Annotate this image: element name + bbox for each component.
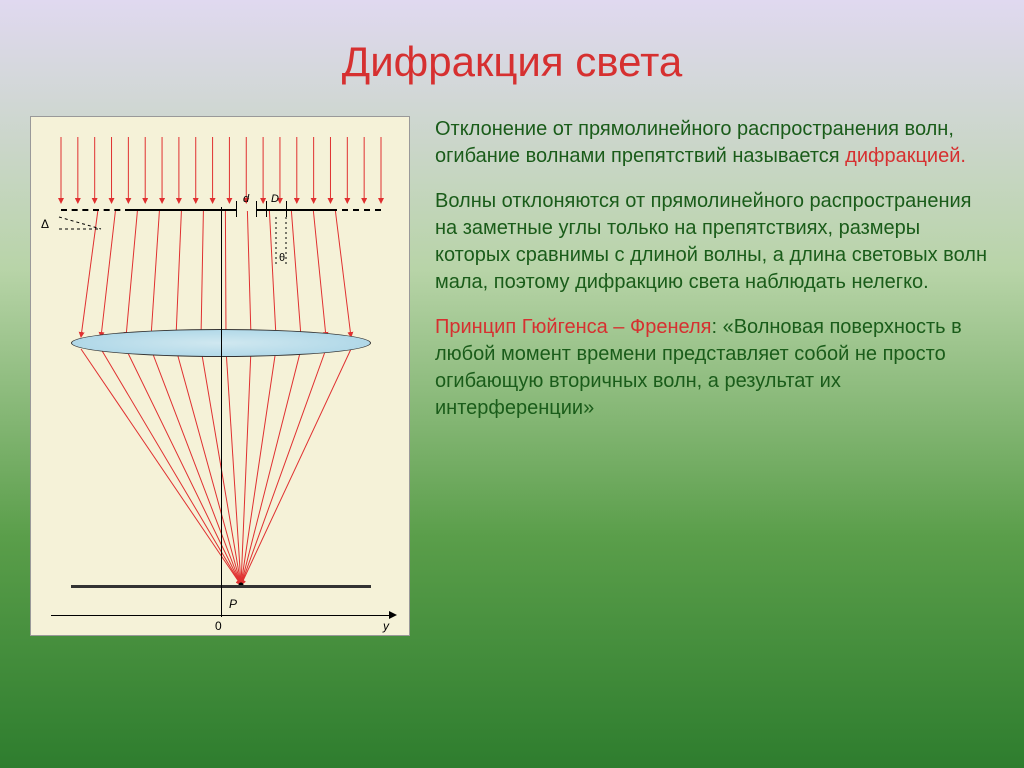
axis-y	[221, 207, 222, 617]
slide-title: Дифракция света	[0, 0, 1024, 106]
paragraph-2: Волны отклоняются от прямолинейного расп…	[435, 188, 994, 296]
label-P: P	[229, 597, 237, 611]
label-d: d	[243, 193, 249, 205]
label-zero: 0	[215, 619, 222, 633]
axis-x	[51, 615, 391, 616]
grating-solid-2	[256, 209, 331, 211]
paragraph-3: Принцип Гюйгенса – Френеля: «Волновая по…	[435, 314, 994, 422]
label-delta: Δ	[41, 217, 49, 231]
label-theta: θ	[279, 252, 285, 264]
grating-dashed-left	[61, 209, 131, 211]
diffraction-diagram: d D θ Δ P 0 y	[30, 116, 410, 636]
paragraph-1: Отклонение от прямолинейного распростран…	[435, 116, 994, 170]
tick-D-right	[286, 201, 287, 217]
tick-D-left	[266, 201, 267, 217]
axis-x-arrow	[389, 611, 397, 619]
body-text: Отклонение от прямолинейного распростран…	[435, 116, 994, 636]
p1-term-diffraction: дифракцией.	[845, 145, 966, 167]
grating-dashed-right	[331, 209, 381, 211]
slide-content: d D θ Δ P 0 y Отклонение от прямолинейно…	[0, 106, 1024, 636]
tick-d-left	[236, 201, 237, 217]
label-y-axis: y	[383, 619, 389, 633]
p3-term-huygens: Принцип Гюйгенса – Френеля	[435, 316, 711, 338]
label-D: D	[271, 193, 279, 205]
tick-d-right	[256, 201, 257, 217]
